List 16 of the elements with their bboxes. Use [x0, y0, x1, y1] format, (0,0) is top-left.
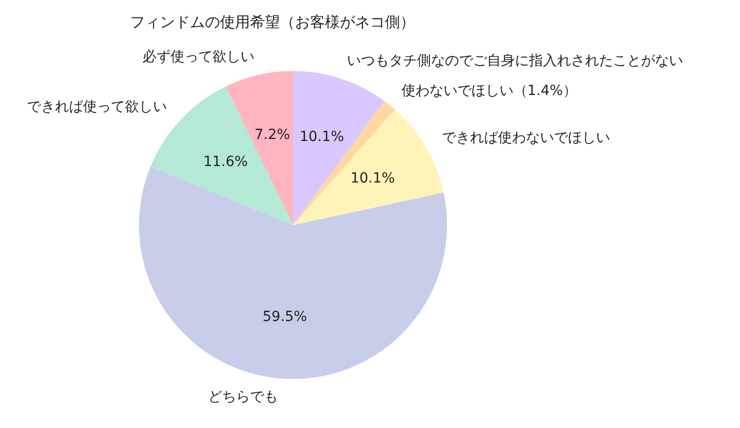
- pie-slice: [293, 101, 395, 225]
- slice-label: どちらでも: [208, 388, 278, 405]
- slice-label: 必ず使って欲しい: [142, 48, 254, 65]
- pie-slice: [139, 166, 447, 379]
- chart-title: フィンドムの使用希望（お客様がネコ側）: [130, 13, 415, 31]
- data-label: 10.1%: [300, 129, 344, 146]
- data-label: 10.1%: [350, 170, 395, 186]
- slice-label: できれば使って欲しい: [27, 99, 168, 116]
- data-label: 7.2%: [254, 126, 290, 143]
- data-label: 11.6%: [203, 154, 248, 170]
- slice-label: できれば使わないでほしい: [442, 130, 610, 146]
- pie-slice: [293, 110, 444, 225]
- slice-label: 使わないでほしい（1.4%）: [401, 82, 577, 99]
- pie-slice: [150, 86, 293, 225]
- data-label: 59.5%: [262, 309, 308, 326]
- slice-label: いつもタチ側なのでご自身に指入れされたことがない: [346, 53, 683, 70]
